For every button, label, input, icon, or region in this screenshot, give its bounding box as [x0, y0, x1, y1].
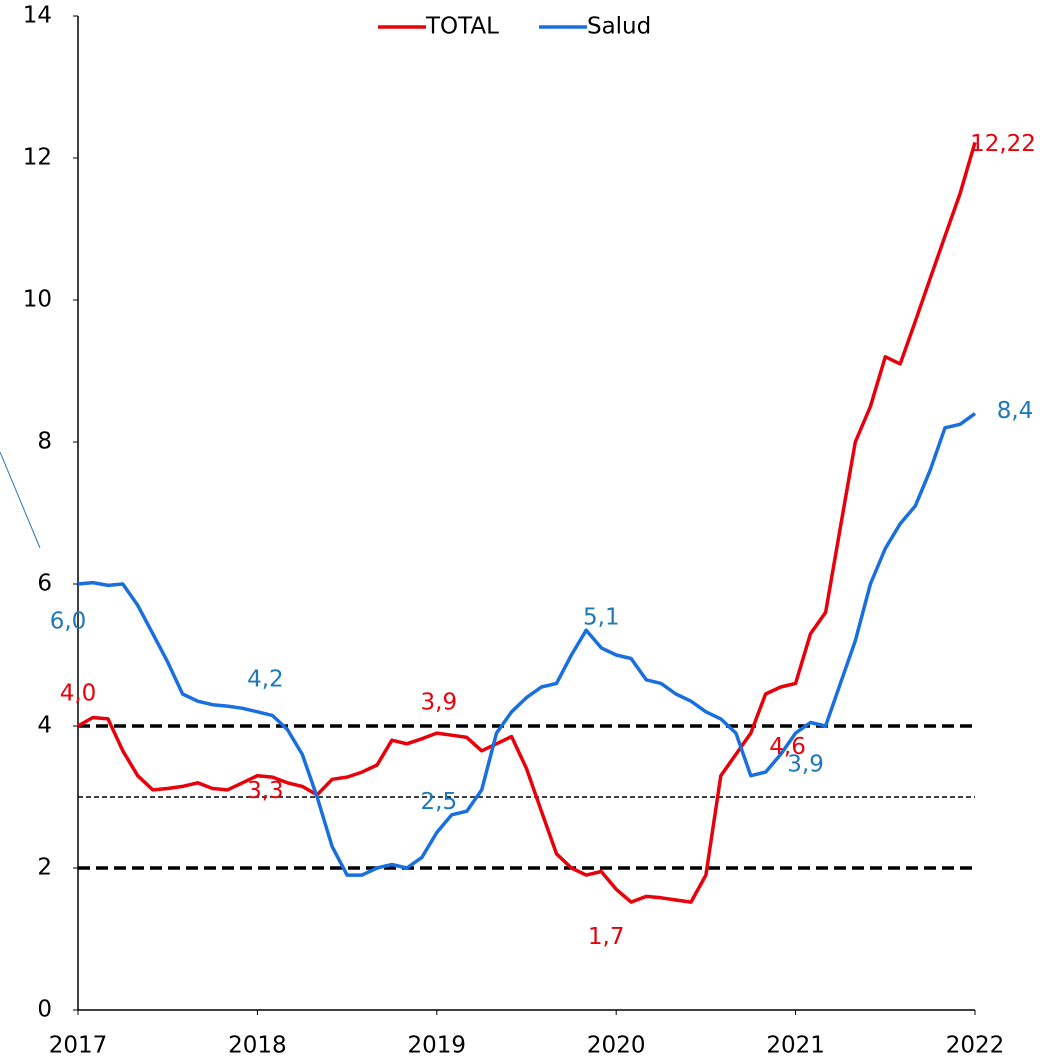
y-tick-label: 12 — [23, 145, 52, 171]
data-label: 8,4 — [997, 398, 1034, 424]
y-tick-label: 0 — [37, 997, 52, 1023]
y-tick-label: 2 — [37, 855, 52, 881]
x-tick-label: 2017 — [49, 1033, 108, 1059]
data-label: 1,7 — [588, 924, 625, 950]
data-label: 3,9 — [787, 752, 824, 778]
x-tick-label: 2022 — [946, 1033, 1005, 1059]
series-line — [77, 412, 977, 877]
decor-line — [0, 451, 41, 549]
x-tick-label: 2018 — [228, 1033, 287, 1059]
legend-label: Salud — [587, 14, 651, 40]
data-label: 5,1 — [583, 604, 620, 630]
x-tick-label: 2019 — [408, 1033, 467, 1059]
data-label: 6,0 — [50, 609, 87, 635]
series-line — [77, 141, 977, 904]
data-label: 3,9 — [421, 690, 458, 716]
y-tick-label: 4 — [37, 713, 52, 739]
data-label: 4,0 — [60, 681, 97, 707]
y-tick-label: 14 — [23, 3, 52, 29]
legend-label: TOTAL — [425, 14, 499, 40]
data-label: 3,3 — [247, 778, 284, 804]
x-tick-label: 2021 — [766, 1033, 825, 1059]
data-label: 4,6 — [769, 734, 806, 760]
data-label: 2,5 — [421, 789, 458, 815]
x-tick-label: 2020 — [587, 1033, 646, 1059]
y-tick-label: 8 — [37, 429, 52, 455]
y-tick-label: 6 — [37, 571, 52, 597]
data-label: 12,22 — [970, 131, 1036, 157]
data-label: 4,2 — [247, 666, 284, 692]
y-tick-label: 10 — [23, 287, 52, 313]
